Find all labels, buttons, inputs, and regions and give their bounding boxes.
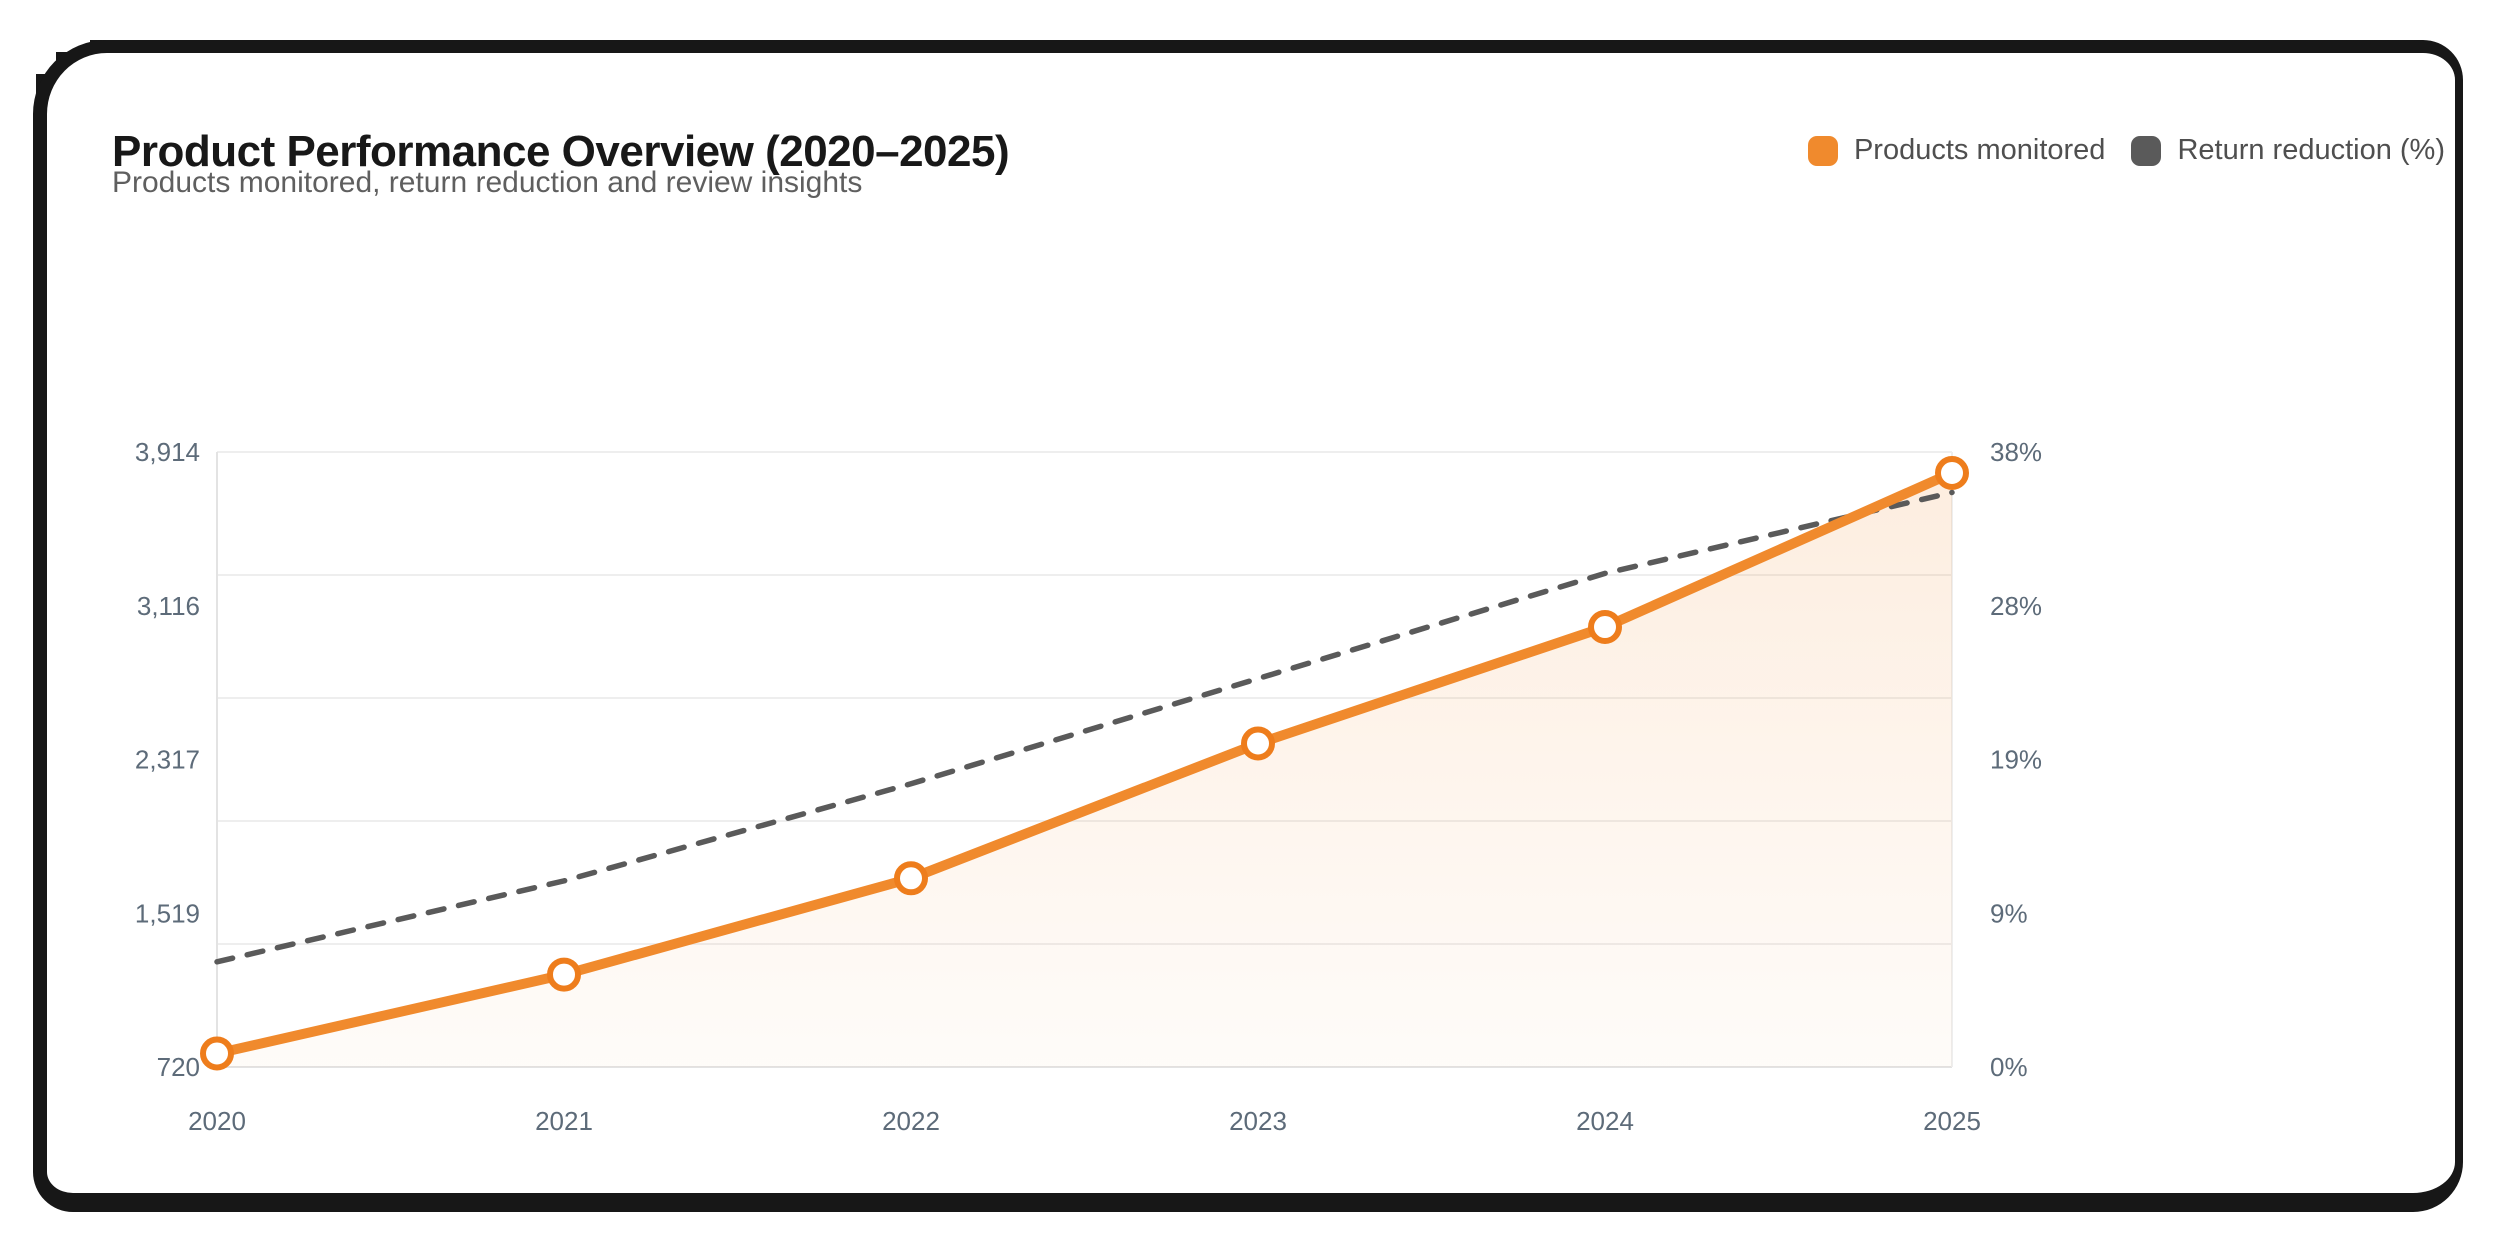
x-axis-label: 2021 bbox=[535, 1106, 593, 1136]
products-monitored-area bbox=[217, 472, 1952, 1067]
y-axis-label-left: 720 bbox=[157, 1052, 200, 1082]
x-axis-label: 2023 bbox=[1229, 1106, 1287, 1136]
chart-legend: Products monitored Return reduction (%) bbox=[1807, 134, 2445, 167]
y-axis-label-right: 38% bbox=[1990, 437, 2042, 467]
products-monitored-line[interactable] bbox=[212, 467, 1957, 1059]
x-axis-label: 2020 bbox=[188, 1106, 246, 1136]
legend-swatch-orange bbox=[1807, 135, 1838, 166]
data-point-marker[interactable] bbox=[894, 861, 928, 896]
y-axis-label-left: 1,519 bbox=[135, 898, 200, 928]
axis-labels: 3,914 3,116 2,317 1,519 720 38% 28% 19% 9% 0% 2020… bbox=[135, 437, 2042, 1136]
legend-item-return-reduction[interactable]: Return reduction (%) bbox=[2131, 134, 2445, 167]
data-point-marker[interactable] bbox=[1241, 726, 1275, 761]
data-point-marker[interactable] bbox=[547, 957, 581, 992]
legend-label: Products monitored bbox=[1853, 134, 2106, 166]
legend-swatch-gray bbox=[2131, 135, 2162, 166]
series-lines bbox=[212, 467, 1957, 1059]
legend-label: Return reduction (%) bbox=[2177, 134, 2445, 166]
y-axis-label-right: 19% bbox=[1990, 745, 2042, 775]
y-axis-label-right: 0% bbox=[1990, 1052, 2028, 1082]
return-reduction-line[interactable] bbox=[214, 489, 1955, 965]
data-point-marker[interactable] bbox=[1935, 455, 1969, 490]
data-point-marker[interactable] bbox=[200, 1036, 234, 1071]
page-subtitle: Products monitored, return reduction and… bbox=[112, 166, 863, 199]
page-title: Product Performance Overview (2020–2025) bbox=[112, 127, 1010, 177]
y-axis-label-right: 9% bbox=[1990, 898, 2028, 928]
series-area-fill bbox=[217, 472, 1952, 1067]
y-axis-label-right: 28% bbox=[1990, 591, 2042, 621]
y-axis-label-left: 2,317 bbox=[135, 745, 200, 775]
data-point-marker[interactable] bbox=[1588, 610, 1622, 645]
x-axis-label: 2025 bbox=[1923, 1106, 1981, 1136]
series-markers bbox=[200, 455, 1969, 1071]
y-axis-label-left: 3,116 bbox=[137, 591, 200, 621]
legend-item-products-monitored[interactable]: Products monitored bbox=[1807, 134, 2106, 167]
x-axis-label: 2024 bbox=[1576, 1106, 1634, 1136]
x-axis-label: 2022 bbox=[882, 1106, 940, 1136]
y-axis-label-left: 3,914 bbox=[135, 437, 200, 467]
